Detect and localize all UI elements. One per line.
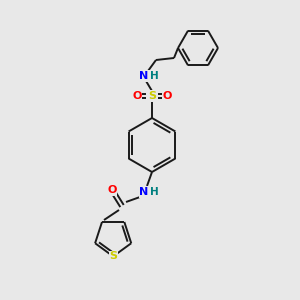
Text: N: N xyxy=(140,187,148,197)
Text: H: H xyxy=(150,187,158,197)
Text: O: O xyxy=(132,91,142,101)
Text: O: O xyxy=(162,91,172,101)
Text: N: N xyxy=(140,71,148,81)
Text: S: S xyxy=(109,251,117,261)
Text: H: H xyxy=(150,71,158,81)
Text: O: O xyxy=(107,185,117,195)
Text: S: S xyxy=(148,91,156,101)
